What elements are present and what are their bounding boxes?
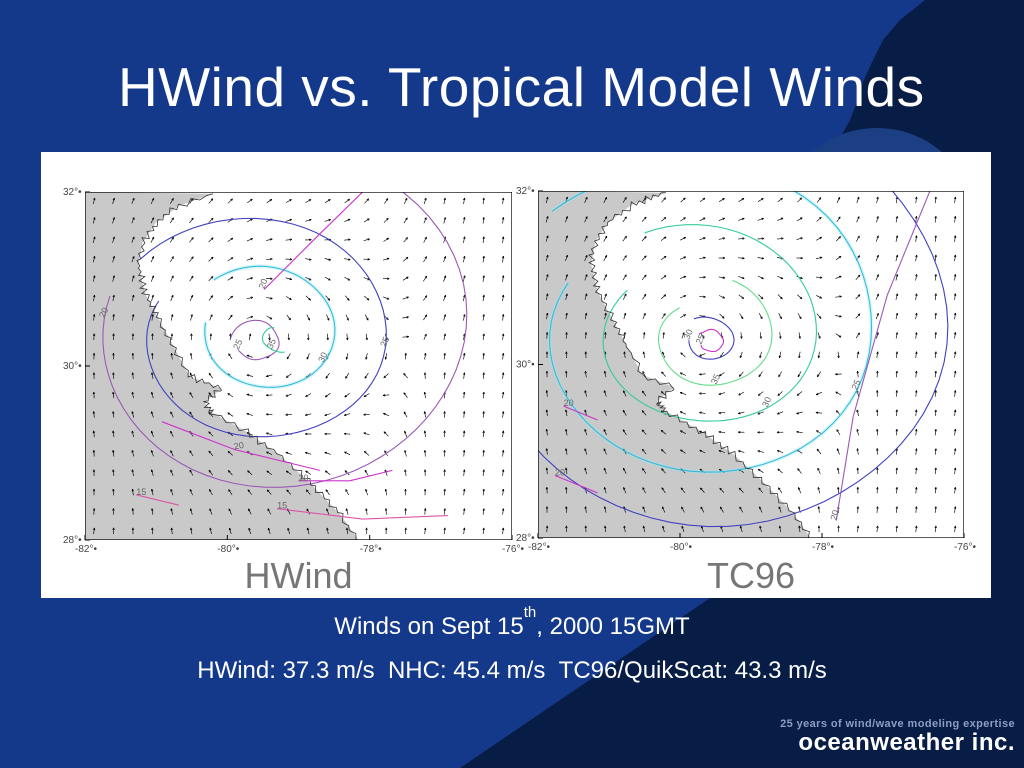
svg-text:-80°•: -80°• xyxy=(217,544,239,555)
svg-text:-76°•: -76°• xyxy=(502,544,524,555)
svg-text:15: 15 xyxy=(277,501,287,511)
svg-text:30°•: 30°• xyxy=(516,360,535,371)
svg-text:-78°•: -78°• xyxy=(812,542,834,553)
svg-text:20: 20 xyxy=(299,473,309,483)
svg-text:-78°•: -78°• xyxy=(360,544,382,555)
svg-text:32°•: 32°• xyxy=(63,187,82,198)
svg-text:28°•: 28°• xyxy=(516,533,535,544)
svg-text:20: 20 xyxy=(555,468,565,478)
svg-text:15: 15 xyxy=(136,487,146,497)
svg-text:20: 20 xyxy=(233,440,245,452)
svg-text:30°•: 30°• xyxy=(63,361,82,372)
svg-text:20: 20 xyxy=(564,398,574,408)
svg-text:28°•: 28°• xyxy=(63,535,82,546)
svg-text:-80°•: -80°• xyxy=(670,542,692,553)
svg-text:32°•: 32°• xyxy=(516,186,535,197)
svg-text:-76°•: -76°• xyxy=(954,542,976,553)
